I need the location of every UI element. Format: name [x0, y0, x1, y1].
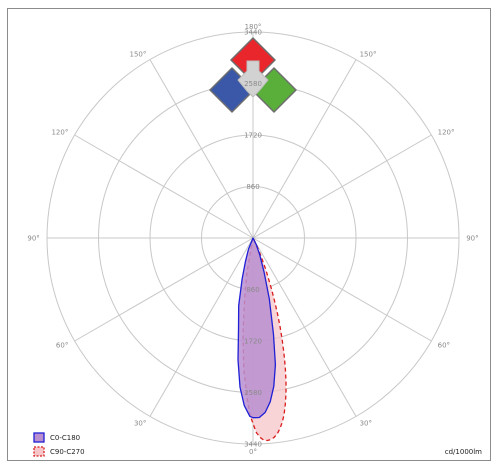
grid-spoke-300	[74, 237, 254, 342]
series-layer	[237, 237, 287, 442]
legend-label-c90-c270: C90-C270	[50, 448, 85, 456]
brand-logo	[209, 37, 297, 113]
grid-spoke-330	[149, 237, 254, 417]
legend-label-c0-c180: C0-C180	[50, 434, 80, 442]
grid-spoke-240	[74, 134, 254, 239]
angle-label-0: 0°	[249, 448, 257, 456]
chart-frame: 860 860 1720 1720 2580 2580 3440 3440 0° 30° 60° 9…	[7, 8, 491, 461]
radial-tick-labels: 860 860 1720 1720 2580 2580 3440 3440	[244, 29, 262, 449]
grid-spoke-30	[252, 237, 357, 417]
grid-spoke-210	[149, 59, 254, 239]
angle-label--60: 60°	[56, 342, 68, 350]
legend-swatch-c90-c270	[33, 446, 45, 457]
radial-tick-upper-2580: 2580	[244, 80, 262, 88]
grid-spoke-120	[252, 134, 432, 239]
angle-label-120: 120°	[438, 128, 455, 136]
angle-label-150: 150°	[360, 50, 377, 58]
angle-label-180: 180°	[245, 23, 262, 31]
radial-tick-lower-2580: 2580	[244, 389, 262, 397]
angle-label--90: 90°	[27, 235, 39, 243]
series-curve-c0-c180	[237, 237, 277, 419]
radial-tick-upper-3440: 3440	[244, 29, 262, 37]
grid-spoke-150	[252, 59, 357, 239]
legend-swatch-c0-c180	[33, 432, 45, 443]
polar-intensity-chart: 860 860 1720 1720 2580 2580 3440 3440 0° 30° 60° 9…	[27, 23, 482, 457]
polar-grid	[46, 31, 460, 445]
radial-tick-upper-1720: 1720	[244, 132, 262, 140]
unit-label: cd/1000lm	[445, 448, 482, 456]
angle-label-30: 30°	[360, 420, 372, 428]
angle-labels: 0° 30° 60° 90° 120° 150° 180° 150° 120° 90° 60° 30°	[27, 23, 478, 456]
angle-label--30: 30°	[134, 420, 146, 428]
radial-tick-lower-3440: 3440	[244, 441, 262, 449]
angle-label-60: 60°	[438, 342, 450, 350]
radial-tick-lower-1720: 1720	[244, 338, 262, 346]
angle-label-90: 90°	[466, 235, 478, 243]
angle-label--150: 150°	[130, 50, 147, 58]
radial-tick-upper-860: 860	[246, 183, 259, 191]
legend: C0-C180 C90-C270	[33, 432, 85, 457]
angle-label--120: 120°	[51, 128, 68, 136]
grid-spoke-60	[252, 237, 432, 342]
logo-center-grey	[237, 60, 269, 98]
radial-tick-lower-860: 860	[246, 286, 259, 294]
